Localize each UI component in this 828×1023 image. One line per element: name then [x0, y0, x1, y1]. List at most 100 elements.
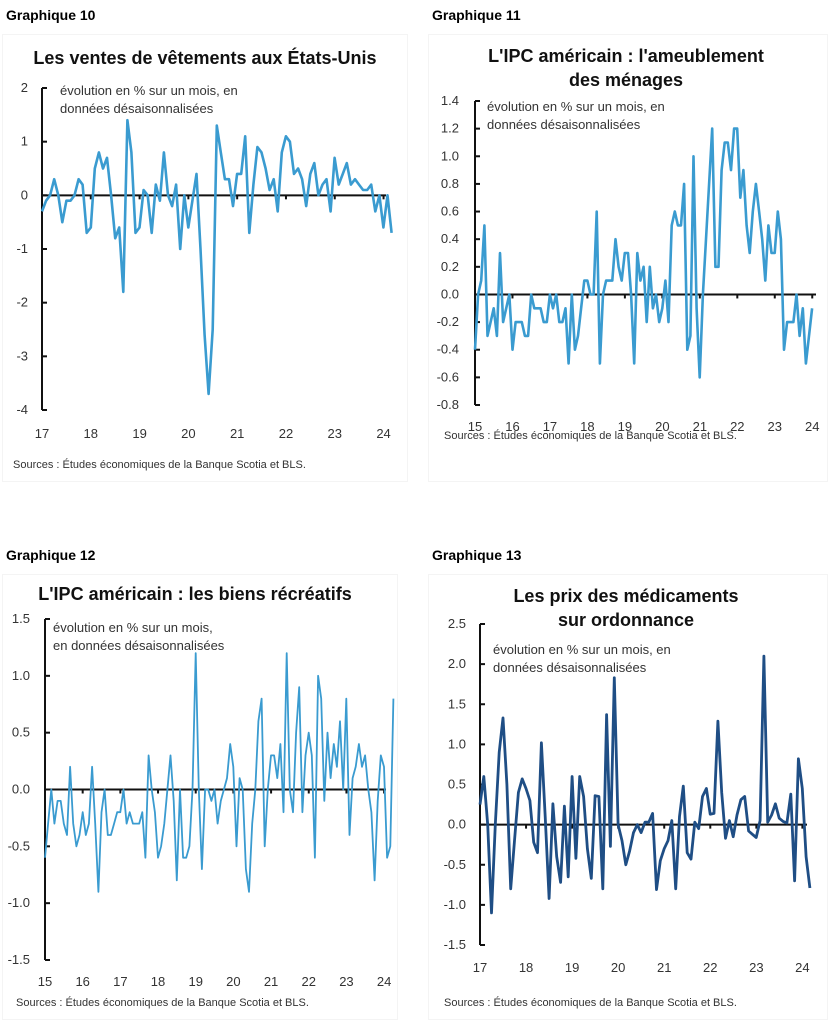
x-tick-label: 21	[230, 426, 244, 441]
x-tick-label: 20	[181, 426, 195, 441]
x-tick-label: 18	[580, 419, 594, 434]
y-tick-label: -1.0	[8, 895, 30, 910]
x-tick-label: 23	[339, 974, 353, 989]
chart-note: évolution en % sur un mois, en données d…	[487, 99, 665, 132]
y-tick-label: 0	[21, 187, 28, 202]
chart-plot-g13: 2.5 2.0 1.5 1.0 0.5 0.0 -0.5 -1.0 -1.5 17 18 19 20 21…	[444, 616, 812, 975]
chart-source: Sources : Études économiques de la Banqu…	[16, 997, 309, 1009]
x-tick-label: 21	[264, 974, 278, 989]
x-tick-label: 17	[35, 426, 49, 441]
x-tick-label: 22	[730, 419, 744, 434]
y-tick-label: -1.5	[444, 937, 466, 952]
y-tick-label: 1.0	[448, 736, 466, 751]
chart-number: Graphique 11	[432, 7, 521, 23]
chart-plot-g11: 1.4 1.2 1.0 0.8 0.6 0.4 0.2 0.0 -0.2 -0.4 -0.6 -0.8…	[437, 93, 820, 434]
chart-note: évolution en % sur un mois, en données d…	[493, 642, 671, 675]
y-tick-label: -0.2	[437, 314, 459, 329]
x-tick-label: 19	[618, 419, 632, 434]
y-tick-label: 0.6	[441, 204, 459, 219]
series-line	[40, 118, 393, 396]
y-tick-label: -3	[16, 348, 28, 363]
x-tick-label: 22	[279, 426, 293, 441]
x-tick-label: 21	[693, 419, 707, 434]
x-tick-label: 20	[611, 960, 625, 975]
chart-source: Sources : Études économiques de la Banqu…	[444, 997, 737, 1009]
y-tick-label: -2	[16, 295, 28, 310]
x-tick-label: 24	[376, 426, 390, 441]
x-tick-label: 23	[328, 426, 342, 441]
x-tick-label: 22	[703, 960, 717, 975]
chart-frame	[2, 34, 408, 482]
series-line	[44, 652, 395, 893]
x-tick-label: 16	[75, 974, 89, 989]
y-tick-label: 0.0	[441, 286, 459, 301]
x-tick-label: 20	[655, 419, 669, 434]
chart-plot-g10: 210-1-2-3-417 18 19 20 21 22 23 24	[16, 80, 393, 441]
x-tick-label: 19	[565, 960, 579, 975]
x-tick-label: 16	[505, 419, 519, 434]
chart-panel-g12: Graphique 12 L'IPC américain : les biens…	[0, 540, 410, 1023]
chart-note: évolution en % sur un mois, en données d…	[53, 619, 293, 655]
chart-number: Graphique 10	[6, 7, 96, 23]
y-tick-label: 0.5	[12, 725, 30, 740]
x-tick-label: 24	[377, 974, 391, 989]
chart-note: évolution en % sur un mois, en données d…	[60, 83, 238, 116]
x-tick-label: 20	[226, 974, 240, 989]
y-tick-label: 0.4	[441, 231, 459, 246]
y-tick-label: 1.2	[441, 121, 459, 136]
chart-title: Les prix des médicaments sur ordonnance	[428, 584, 824, 632]
y-tick-label: -0.6	[437, 369, 459, 384]
y-tick-label: 2.0	[448, 656, 466, 671]
chart-panel-g11: Graphique 11 L'IPC américain : l'ameuble…	[414, 0, 828, 500]
x-tick-label: 15	[468, 419, 482, 434]
y-tick-label: -0.4	[437, 342, 459, 357]
series-line	[478, 654, 812, 915]
y-tick-label: -1.0	[444, 897, 466, 912]
series-line	[473, 127, 814, 379]
chart-number: Graphique 13	[432, 547, 522, 563]
y-tick-label: -4	[16, 402, 28, 417]
x-tick-label: 23	[749, 960, 763, 975]
x-tick-label: 18	[519, 960, 533, 975]
y-tick-label: 0.8	[441, 176, 459, 191]
x-tick-label: 22	[302, 974, 316, 989]
x-tick-label: 15	[38, 974, 52, 989]
y-tick-label: -1.5	[8, 952, 30, 967]
y-tick-label: 2	[21, 80, 28, 95]
chart-source: Sources : Études économiques de la Banqu…	[444, 430, 737, 442]
y-tick-label: 0.2	[441, 259, 459, 274]
chart-title-line: L'IPC américain : l'ameublement	[488, 46, 764, 66]
x-tick-label: 17	[543, 419, 557, 434]
chart-title-line: des ménages	[568, 70, 684, 90]
y-tick-label: 0.0	[12, 782, 30, 797]
x-tick-label: 18	[151, 974, 165, 989]
chart-note-line: évolution en % sur un mois,	[53, 620, 213, 635]
chart-title: Les ventes de vêtements aux États-Unis	[33, 48, 377, 68]
x-tick-label: 24	[795, 960, 809, 975]
y-tick-label: 0.5	[448, 777, 466, 792]
y-tick-label: 2.5	[448, 616, 466, 631]
x-tick-label: 19	[188, 974, 202, 989]
y-tick-label: 1.4	[441, 93, 459, 108]
y-tick-label: -0.5	[444, 857, 466, 872]
chart-title-line: sur ordonnance	[557, 610, 695, 630]
chart-title: L'IPC américain : les biens récréatifs	[38, 584, 352, 604]
x-tick-label: 19	[132, 426, 146, 441]
y-tick-label: 0.0	[448, 817, 466, 832]
y-tick-label: 1	[21, 134, 28, 149]
y-tick-label: 1.0	[441, 148, 459, 163]
chart-number: Graphique 12	[6, 547, 96, 563]
y-tick-label: 1.0	[12, 668, 30, 683]
x-tick-label: 23	[768, 419, 782, 434]
x-tick-label: 17	[473, 960, 487, 975]
x-tick-label: 18	[84, 426, 98, 441]
y-tick-label: -0.8	[437, 397, 459, 412]
y-tick-label: 1.5	[12, 611, 30, 626]
chart-plot-g12: 1.5 1.0 0.5 0.0 -0.5 -1.0 -1.5 15 16 17 18 19 20 21 22…	[8, 611, 395, 989]
y-tick-label: -0.5	[8, 838, 30, 853]
x-tick-label: 21	[657, 960, 671, 975]
chart-note-line: en données désaisonnalisées	[53, 638, 225, 653]
chart-title: L'IPC américain : l'ameublement des ména…	[428, 44, 824, 92]
x-tick-label: 24	[805, 419, 819, 434]
chart-panel-g13: Graphique 13 Les prix des médicaments su…	[414, 540, 828, 1023]
